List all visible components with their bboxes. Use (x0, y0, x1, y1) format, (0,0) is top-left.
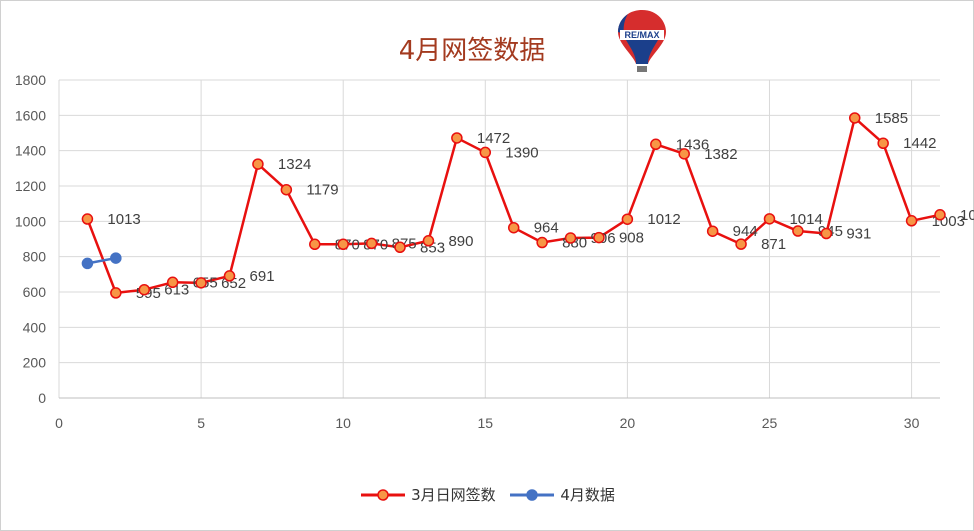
data-point (280, 183, 293, 196)
data-point (706, 225, 719, 237)
data-point (934, 209, 946, 221)
data-label: 964 (534, 220, 559, 237)
data-point (394, 241, 406, 254)
data-point (166, 276, 179, 289)
data-point (735, 238, 747, 250)
data-label: 691 (250, 268, 275, 285)
y-tick-label: 1800 (15, 72, 46, 88)
x-tick-label: 20 (620, 415, 636, 431)
y-tick-label: 1600 (15, 107, 46, 123)
data-point (309, 238, 321, 251)
y-tick-label: 1200 (15, 178, 46, 194)
legend-marker-april (510, 488, 555, 501)
x-tick-label: 30 (904, 415, 920, 431)
legend-marker-march (361, 488, 406, 501)
data-point (536, 236, 548, 249)
data-point (650, 138, 662, 151)
data-point (223, 270, 236, 282)
data-point (138, 283, 151, 296)
data-point (848, 112, 861, 124)
data-point (337, 238, 349, 251)
data-label: 1037 (960, 207, 974, 224)
data-label: 1442 (903, 135, 936, 152)
legend-label-april: 4月数据 (560, 486, 615, 504)
chart-title: 4月网签数据 (398, 36, 546, 66)
legend-item-march: 3月日网签数 (359, 484, 496, 505)
data-point (593, 231, 605, 244)
data-label: 871 (761, 236, 786, 253)
data-label: 944 (733, 223, 758, 240)
data-point (365, 237, 378, 250)
data-label: 1014 (789, 211, 822, 228)
data-label: 1390 (505, 144, 538, 161)
y-tick-label: 0 (38, 390, 46, 406)
legend-item-april: 4月数据 (508, 484, 615, 505)
data-point (678, 148, 690, 160)
x-tick-label: 5 (197, 415, 205, 431)
data-label: 1585 (875, 110, 908, 127)
remax-balloon-logo: RE/MAX (618, 10, 666, 72)
y-tick-label: 600 (23, 284, 47, 300)
data-label: 1324 (278, 156, 311, 173)
y-tick-label: 800 (23, 249, 47, 265)
data-point (195, 277, 207, 289)
svg-text:RE/MAX: RE/MAX (624, 30, 659, 40)
data-point (81, 257, 94, 270)
data-point (451, 132, 463, 144)
data-label: 1382 (704, 146, 737, 163)
y-tick-label: 200 (23, 355, 47, 371)
y-tick-label: 400 (23, 319, 47, 335)
data-label: 908 (619, 230, 644, 247)
legend-label-march: 3月日网签数 (411, 486, 496, 504)
data-label: 890 (448, 233, 473, 250)
data-point (763, 213, 776, 225)
data-label: 1013 (107, 211, 140, 228)
data-point (81, 213, 94, 225)
data-point (507, 221, 520, 234)
data-point (820, 227, 833, 240)
x-tick-label: 15 (478, 415, 494, 431)
data-point (877, 137, 889, 149)
x-tick-label: 0 (55, 415, 63, 431)
data-point (564, 232, 577, 244)
data-label: 931 (846, 226, 871, 243)
x-tick-label: 25 (762, 415, 778, 431)
data-point (792, 225, 804, 237)
data-point (110, 252, 122, 264)
data-point (110, 287, 122, 299)
data-point (479, 146, 492, 159)
data-point (905, 215, 918, 227)
data-label: 1179 (306, 182, 338, 199)
data-point (422, 235, 435, 247)
data-label: 1012 (647, 211, 680, 228)
y-tick-label: 1000 (15, 213, 46, 229)
data-label: 1472 (477, 130, 510, 147)
data-point (252, 158, 264, 170)
x-tick-label: 10 (335, 415, 351, 431)
y-tick-label: 1400 (15, 143, 46, 159)
data-point (621, 213, 634, 225)
legend: 3月日网签数 4月数据 (0, 484, 974, 506)
